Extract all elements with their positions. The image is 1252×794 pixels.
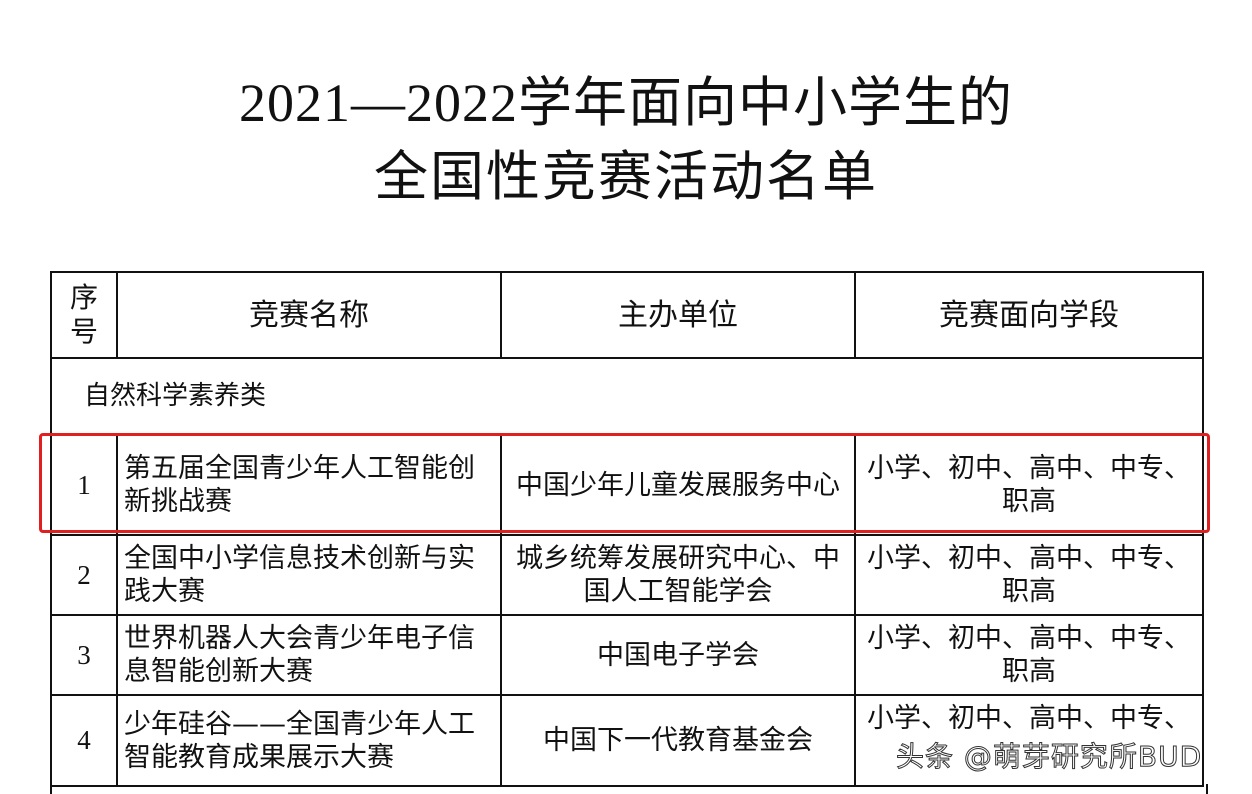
category-label: 自然科学素养类 — [50, 357, 1204, 436]
row-level: 小学、初中、高中、中专、职高 — [854, 534, 1204, 616]
row-org: 中国下一代教育基金会 — [500, 694, 856, 787]
row-org: 城乡统筹发展研究中心、中国人工智能学会 — [500, 534, 856, 616]
header-level: 竞赛面向学段 — [854, 271, 1204, 359]
header-org: 主办单位 — [500, 271, 856, 359]
row-level: 小学、初中、高中、中专、职高 — [854, 614, 1204, 696]
table-row: 1 第五届全国青少年人工智能创新挑战赛 中国少年儿童发展服务中心 小学、初中、高… — [50, 434, 1204, 536]
table-row: 3 世界机器人大会青少年电子信息智能创新大赛 中国电子学会 小学、初中、高中、中… — [50, 614, 1204, 696]
row-name: 世界机器人大会青少年电子信息智能创新大赛 — [116, 614, 502, 696]
row-no: 1 — [50, 434, 118, 536]
row-level: 小学、初中、高中、中专、职高 — [854, 434, 1204, 536]
table-row: 2 全国中小学信息技术创新与实践大赛 城乡统筹发展研究中心、中国人工智能学会 小… — [50, 534, 1204, 616]
row-no: 2 — [50, 534, 118, 616]
header-name: 竞赛名称 — [116, 271, 502, 359]
row-name: 第五届全国青少年人工智能创新挑战赛 — [116, 434, 502, 536]
table-row: 4 少年硅谷——全国青少年人工智能教育成果展示大赛 中国下一代教育基金会 小学、… — [50, 694, 1204, 787]
title-line-1: 2021—2022学年面向中小学生的 — [239, 73, 1013, 133]
watermark: 头条 @萌芽研究所BUD — [895, 740, 1203, 774]
row-no: 3 — [50, 614, 118, 696]
category-row: 自然科学素养类 — [50, 357, 1204, 436]
competition-table: 序号 竞赛名称 主办单位 竞赛面向学段 自然科学素养类 1 第五届全国青少年人工… — [50, 271, 1204, 787]
highlight-box — [39, 433, 1210, 533]
row-no: 4 — [50, 694, 118, 787]
row-org: 中国少年儿童发展服务中心 — [500, 434, 856, 536]
row-org: 中国电子学会 — [500, 614, 856, 696]
row-level: 小学、初中、高中、中专、 — [854, 694, 1204, 787]
table-header: 序号 竞赛名称 主办单位 竞赛面向学段 — [50, 271, 1204, 359]
row-name: 少年硅谷——全国青少年人工智能教育成果展示大赛 — [116, 694, 502, 787]
row-name: 全国中小学信息技术创新与实践大赛 — [116, 534, 502, 616]
header-no: 序号 — [50, 271, 118, 359]
title-line-2: 全国性竞赛活动名单 — [374, 145, 878, 208]
table-continuation — [50, 784, 1208, 794]
